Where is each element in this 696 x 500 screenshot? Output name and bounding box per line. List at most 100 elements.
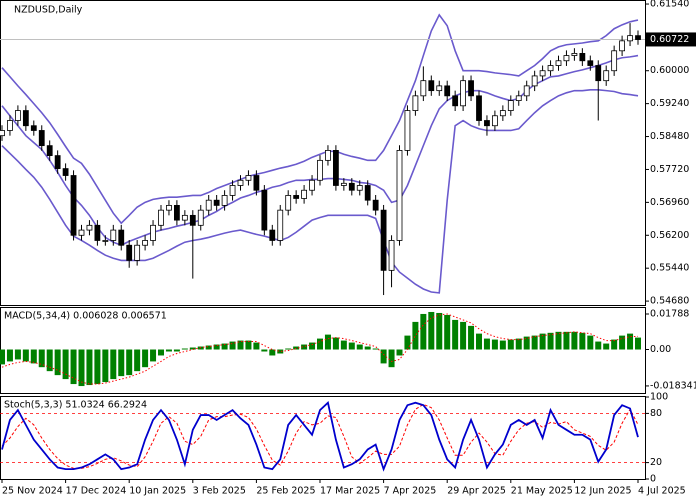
candle-body — [54, 155, 61, 169]
macd-bar — [603, 343, 610, 350]
macd-bar — [14, 349, 21, 360]
macd-bar — [309, 342, 316, 350]
candle-body — [507, 100, 514, 111]
macd-bar — [134, 349, 141, 372]
candle-body — [46, 145, 53, 156]
macd-bar — [269, 349, 276, 356]
macd-bar — [30, 349, 37, 364]
candle-body — [595, 65, 602, 82]
candle-body — [547, 65, 554, 72]
macd-bar — [277, 349, 284, 354]
y-tick-label: 0.56200 — [650, 230, 689, 241]
candle-body — [515, 95, 522, 102]
candle-body — [420, 80, 427, 97]
macd-signal — [1, 313, 639, 385]
macd-bar — [213, 344, 220, 350]
y-tick-label: 80 — [650, 408, 662, 419]
candle-body — [7, 120, 13, 131]
macd-bar — [627, 333, 634, 350]
macd-bar — [563, 331, 570, 350]
candle-body — [460, 80, 467, 107]
y-tick-label: 0.59240 — [650, 98, 689, 109]
y-tick-label: 0 — [650, 474, 656, 485]
candle-body — [30, 125, 37, 131]
candle-body — [253, 175, 260, 191]
candle-body — [579, 52, 586, 62]
candle-body — [285, 195, 292, 211]
x-tick-label: 25 Feb 2025 — [256, 486, 315, 497]
macd-bar — [547, 332, 554, 350]
candle-body — [237, 179, 244, 186]
macd-bar — [476, 333, 482, 350]
macd-bar — [86, 349, 93, 386]
candle-body — [563, 55, 570, 62]
candle-body — [539, 70, 546, 77]
candle-body — [166, 204, 172, 211]
macd-bar — [412, 321, 419, 350]
candle-body — [0, 130, 5, 137]
candle-body — [142, 240, 149, 246]
candle-body — [444, 85, 451, 97]
candle-body — [86, 224, 93, 231]
candle-body — [277, 209, 284, 241]
x-tick-label: 10 Jan 2025 — [129, 486, 186, 497]
macd-bar — [6, 349, 13, 362]
macd-bar — [118, 349, 125, 377]
y-tick-label: 0.01788 — [650, 308, 689, 319]
x-tick-label: 7 Apr 2025 — [384, 486, 437, 497]
x-tick-label: 12 Jun 2025 — [574, 486, 631, 497]
candle-body — [348, 182, 355, 191]
candle-body — [134, 244, 141, 261]
macd-bar — [253, 342, 260, 350]
candle-body — [468, 80, 474, 97]
y-tick-label: 0.56960 — [650, 197, 689, 208]
macd-bar — [332, 337, 339, 350]
x-tick-label: 17 Dec 2024 — [66, 486, 127, 497]
y-tick-label: 20 — [650, 457, 662, 468]
macd-bar — [579, 332, 586, 350]
candle-body — [245, 175, 252, 181]
macd-bar — [571, 331, 578, 350]
macd-bar — [444, 314, 451, 350]
macd-bar — [70, 349, 77, 385]
stochastic-pane — [0, 396, 646, 480]
macd-bar — [158, 349, 164, 356]
candle-body — [118, 229, 125, 246]
price-label: 0.60722 — [650, 34, 689, 45]
macd-bar — [324, 334, 331, 350]
candle-body — [22, 110, 29, 127]
candle-body — [197, 209, 204, 226]
macd-bar — [619, 335, 626, 350]
macd-bar — [0, 349, 5, 365]
x-tick-label: 25 Nov 2024 — [2, 486, 63, 497]
macd-bar — [428, 311, 435, 350]
macd-bar — [595, 341, 602, 350]
macd-bar — [126, 349, 133, 376]
bollinger-band — [1, 88, 639, 294]
candle-body — [356, 185, 363, 191]
candle-body — [173, 204, 180, 221]
macd-bar — [165, 349, 172, 352]
candle-body — [126, 244, 133, 261]
candle-body — [309, 179, 315, 191]
macd-bar — [356, 344, 363, 350]
macd-bar — [539, 333, 546, 350]
candle-body — [396, 150, 403, 241]
candle-body — [94, 224, 101, 241]
macd-bar — [483, 338, 490, 350]
candle-body — [213, 199, 220, 206]
macd-bar — [261, 349, 268, 352]
y-tick-label: 100 — [650, 392, 668, 403]
x-tick-label: 21 May 2025 — [511, 486, 573, 497]
macd-bar — [348, 342, 355, 350]
candle-body — [404, 110, 411, 151]
candle-body — [269, 229, 276, 241]
macd-bar — [317, 338, 323, 350]
y-tick-label: 0.54680 — [650, 296, 689, 307]
macd-bar — [94, 349, 101, 385]
price-label-box — [645, 32, 696, 47]
y-tick-label: 0.00 — [650, 344, 671, 355]
candle-body — [523, 85, 530, 97]
y-tick-label: 0.58480 — [650, 131, 689, 142]
